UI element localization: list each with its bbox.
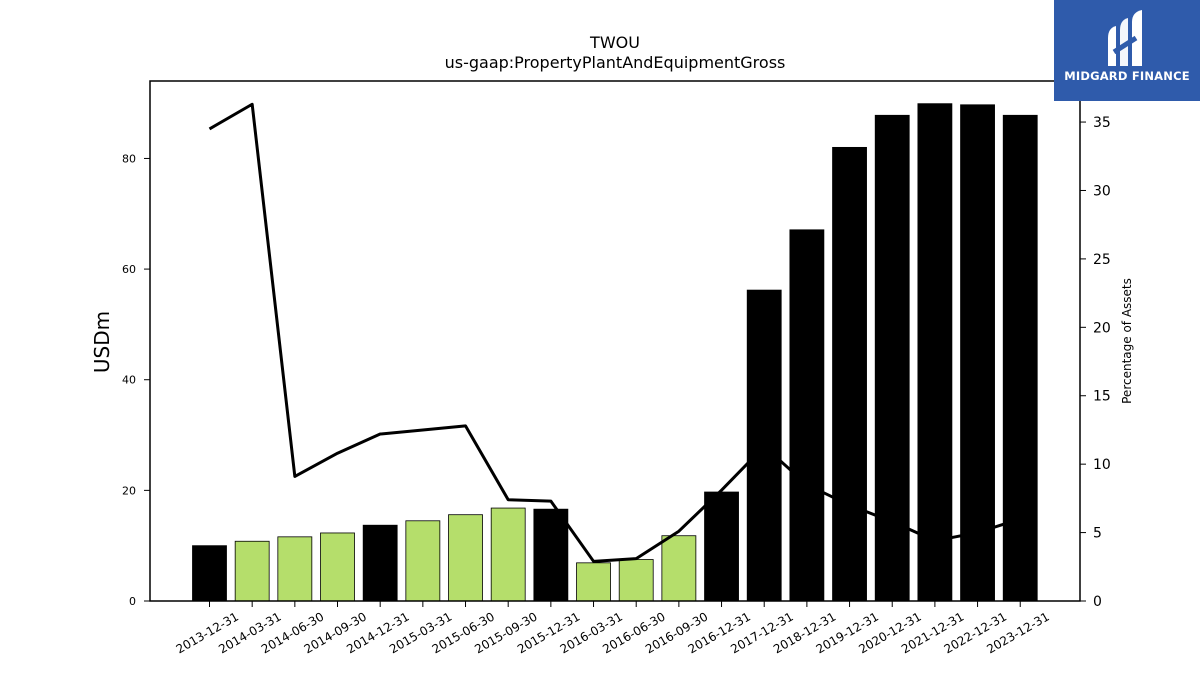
bar-group [192, 103, 1038, 602]
y-tick-label: 60 [122, 263, 136, 276]
y2-tick-label: 30 [1093, 183, 1111, 199]
percentage-line-group [208, 102, 1021, 563]
y-tick-label: 20 [122, 484, 136, 497]
bar [576, 562, 611, 602]
bar [960, 104, 995, 602]
y2-axis-label: Percentage of Assets [1120, 278, 1134, 404]
y2-tick-label: 10 [1093, 457, 1111, 473]
bar [704, 491, 739, 602]
percentage-line [208, 102, 1021, 563]
bar [277, 536, 313, 602]
bar [917, 103, 953, 602]
y-axis-label: USDm [90, 311, 114, 373]
bar [448, 514, 483, 602]
y2-tick-label: 25 [1093, 252, 1111, 268]
y-tick-label: 0 [129, 595, 136, 608]
bar [192, 545, 227, 602]
bar [320, 532, 355, 602]
logo-mark-icon [1108, 10, 1142, 66]
y2-tick-label: 0 [1093, 594, 1102, 610]
y-axis-right: 0 5 10 15 20 25 30 35 [1080, 115, 1111, 610]
x-axis: 2013-12-312014-03-312014-06-302014-09-30… [174, 601, 1052, 656]
bar [362, 524, 398, 602]
plot-frame [149, 80, 1081, 602]
bar [234, 540, 270, 602]
chart-title: TWOU [589, 33, 640, 52]
bar [490, 507, 526, 602]
bar [832, 146, 867, 602]
logo-text: MIDGARD FINANCE [1064, 69, 1190, 83]
y2-tick-label: 15 [1093, 389, 1111, 405]
bar [661, 535, 697, 602]
bar [1002, 114, 1038, 602]
bar [405, 520, 441, 602]
y2-tick-label: 20 [1093, 320, 1111, 336]
y-axis-left: 0 20 40 60 80 [122, 152, 150, 608]
y-tick-label: 40 [122, 374, 136, 387]
midgard-finance-logo: MIDGARD FINANCE [1054, 0, 1200, 101]
bar [618, 559, 654, 602]
y2-tick-label: 5 [1093, 526, 1102, 542]
chart-subtitle: us-gaap:PropertyPlantAndEquipmentGross [445, 53, 786, 72]
y-tick-label: 80 [122, 152, 136, 165]
bar [789, 229, 825, 602]
y2-tick-label: 35 [1093, 115, 1111, 131]
bar [533, 508, 569, 602]
